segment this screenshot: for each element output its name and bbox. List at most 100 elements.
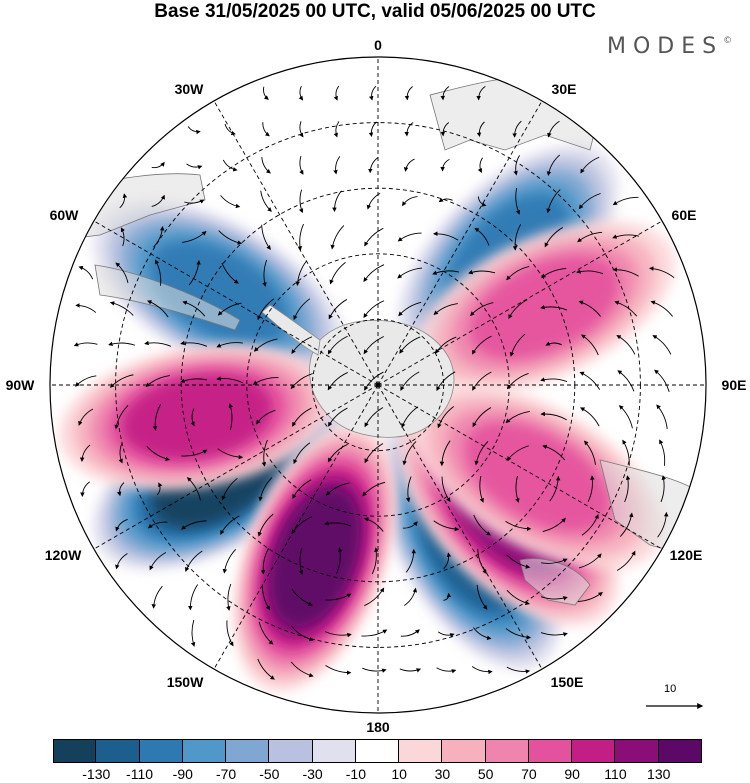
- wind-vector: [75, 375, 97, 387]
- wind-vector: [443, 552, 452, 570]
- colorbar-frame: [53, 739, 702, 763]
- wind-vector: [440, 86, 450, 101]
- wind-vector: [149, 552, 167, 571]
- wind-vector: [290, 661, 314, 678]
- colorbar-tick-label: -90: [172, 766, 193, 782]
- wind-vector: [332, 190, 342, 213]
- wind-vector: [330, 225, 345, 250]
- wind-vector: [217, 302, 242, 316]
- wind-vector: [333, 156, 341, 175]
- wind-vector: [187, 126, 201, 135]
- colorbar-tick-label: 70: [521, 766, 537, 782]
- colorbar-tick-label: 90: [564, 766, 580, 782]
- meridian-line: [213, 384, 379, 670]
- modes-logo: MODES©: [607, 34, 732, 59]
- wind-vector: [405, 476, 412, 503]
- colorbar-bin: [312, 739, 356, 763]
- wind-vector: [587, 475, 595, 503]
- meridian-line: [377, 220, 663, 386]
- wind-vector: [622, 439, 630, 466]
- wind-vector: [120, 227, 125, 247]
- wind-vector: [363, 300, 385, 319]
- wind-vector: [506, 372, 529, 390]
- colorbar-tick-label: -50: [259, 766, 280, 782]
- wind-vector: [577, 231, 603, 243]
- wind-vector: [540, 377, 568, 382]
- wind-vector: [262, 122, 270, 137]
- wind-vector: [221, 477, 238, 501]
- wind-vector: [648, 266, 675, 279]
- wind-vector: [619, 512, 634, 537]
- wind-vector: [439, 440, 451, 467]
- colorbar-bin: [53, 739, 97, 763]
- wind-vector: [540, 304, 568, 311]
- wind-vector: [363, 264, 385, 283]
- wind-vector: [617, 370, 635, 392]
- wind-vector: [144, 340, 172, 347]
- wind-vector: [549, 475, 561, 502]
- wind-vector: [433, 303, 458, 316]
- colorbar-tick-label: 50: [477, 766, 494, 782]
- wind-vector: [185, 550, 203, 572]
- wind-vector: [324, 520, 352, 527]
- wind-vector: [291, 588, 313, 606]
- meridian-line: [93, 220, 379, 386]
- wind-vector: [581, 513, 599, 536]
- longitude-label-30w: 30W: [174, 81, 204, 97]
- wind-vector: [79, 444, 91, 462]
- wind-vector: [472, 371, 492, 391]
- map-title: Base 31/05/2025 00 UTC, valid 05/06/2025…: [154, 1, 596, 22]
- wind-vector: [146, 446, 171, 461]
- wind-vector: [398, 301, 422, 317]
- wind-vector: [181, 449, 208, 457]
- wind-vector: [114, 405, 129, 430]
- wind-vector: [180, 340, 208, 347]
- colorbar-bin: [226, 739, 270, 763]
- colorbar-bin: [572, 739, 616, 763]
- wind-vector: [401, 406, 419, 429]
- wind-vector: [291, 516, 313, 535]
- wind-vector: [220, 515, 240, 535]
- wind-vector: [400, 371, 420, 391]
- wind-vector: [258, 621, 274, 645]
- wind-vector: [540, 596, 568, 601]
- wind-vector: [78, 408, 94, 426]
- wind-vector: [544, 227, 564, 248]
- wind-vector: [151, 161, 165, 169]
- wind-vector: [118, 443, 123, 464]
- wind-vector: [405, 548, 417, 573]
- wind-vector: [290, 373, 313, 390]
- longitude-label-150w: 150W: [166, 674, 204, 690]
- wind-vector: [261, 157, 271, 174]
- wind-vector: [252, 377, 279, 385]
- longitude-label-90e: 90E: [721, 377, 747, 393]
- wind-vector: [115, 518, 128, 532]
- longitude-label-60w: 60W: [49, 207, 79, 223]
- wind-vector: [188, 584, 199, 611]
- colorbar-bin: [615, 739, 659, 763]
- wind-vector: [404, 122, 414, 137]
- wind-vector: [506, 554, 531, 569]
- meridian-line: [377, 384, 663, 550]
- wind-vector: [513, 155, 520, 176]
- wind-vector: [328, 407, 348, 427]
- colorbar-tick-label: -110: [126, 766, 154, 782]
- colorbar-bin: [485, 739, 529, 763]
- wind-vector: [299, 121, 304, 138]
- wind-vector: [362, 667, 387, 673]
- wind-vector: [578, 300, 601, 317]
- wind-vector: [477, 548, 487, 575]
- wind-vector: [328, 299, 348, 320]
- wind-vector: [366, 192, 381, 210]
- wind-vector: [401, 196, 418, 207]
- wind-vector: [116, 482, 125, 497]
- wind-vector: [364, 587, 385, 607]
- wind-vector: [368, 157, 379, 174]
- wind-vector: [290, 625, 314, 642]
- wind-vector: [190, 408, 195, 427]
- wind-vector: [541, 268, 567, 279]
- wind-vector: [261, 439, 268, 467]
- colorbar-tick-label: -10: [345, 766, 366, 782]
- wind-vector: [476, 584, 488, 610]
